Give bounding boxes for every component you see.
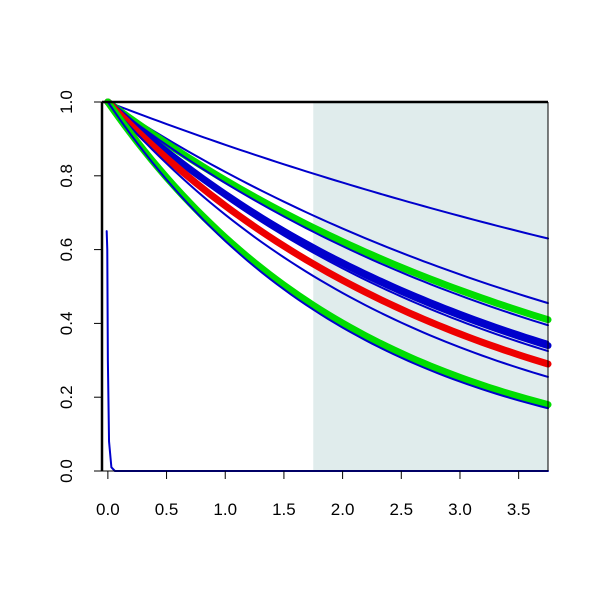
- x-tick-label: 3.5: [507, 500, 531, 519]
- x-tick-label: 1.5: [272, 500, 296, 519]
- series-layer: [104, 98, 552, 472]
- series-line-3: [104, 98, 552, 324]
- x-tick-label: 1.0: [213, 500, 237, 519]
- x-tick-label: 2.5: [389, 500, 413, 519]
- series-line-1: [106, 101, 549, 240]
- series-line-11: [106, 101, 549, 410]
- y-tick-label: 1.0: [57, 90, 76, 114]
- x-tick-label: 0.5: [155, 500, 179, 519]
- axes-layer: [100, 100, 549, 472]
- y-tick-label: 0.4: [57, 312, 76, 336]
- y-tick-label: 0.6: [57, 238, 76, 262]
- series-line-7: [106, 101, 549, 353]
- series-line-6: [104, 98, 552, 350]
- x-tick-label: 3.0: [448, 500, 472, 519]
- series-line-10: [104, 98, 552, 409]
- y-tick-label: 0.8: [57, 164, 76, 188]
- x-tick-label: 0.0: [96, 500, 120, 519]
- y-tick-label: 0.0: [57, 459, 76, 483]
- tick-layer: 0.0 0.5 1.0 1.5 2.0 2.5 3.0 3.5 0.0 0.2 0.4 0.6 0.8 1…: [57, 90, 530, 519]
- series-line-8: [104, 98, 552, 368]
- y-tick-label: 0.2: [57, 385, 76, 409]
- series-line-2: [106, 101, 549, 305]
- series-line-9: [106, 101, 549, 378]
- x-tick-label: 2.0: [331, 500, 355, 519]
- series-line-4: [106, 101, 549, 327]
